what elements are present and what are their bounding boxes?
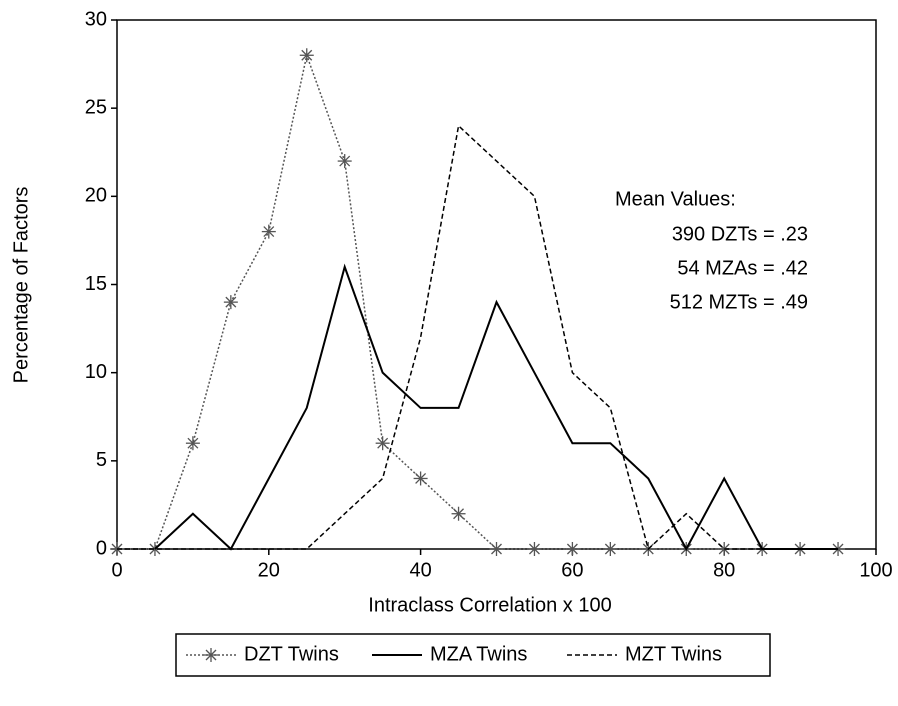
point-marker (451, 506, 466, 521)
point-marker (261, 224, 276, 239)
legend-box (175, 633, 771, 677)
marker-stroke (604, 543, 616, 555)
y-tick-label: 25 (85, 96, 107, 118)
point-marker (185, 436, 200, 451)
y-axis-label: Percentage of Factors (10, 187, 32, 384)
plot-frame (116, 19, 877, 550)
annotation: 54 MZAs = .42 (677, 257, 808, 279)
marker-stroke (718, 543, 730, 555)
x-tick-label: 80 (713, 559, 735, 581)
marker-stroke (225, 296, 237, 308)
point-marker (489, 542, 504, 556)
legend-marker (204, 648, 218, 662)
legend-label: MZA Twins (430, 643, 527, 665)
x-tick-label: 20 (258, 559, 280, 581)
annotation: 390 DZTs = .23 (672, 223, 808, 245)
point-marker (565, 542, 580, 556)
marker-stroke (187, 437, 199, 449)
point-marker (413, 471, 428, 486)
marker-stroke (415, 473, 427, 484)
annotation: 512 MZTs = .49 (670, 291, 808, 313)
legend-label: MZT Twins (625, 643, 722, 665)
point-marker (337, 154, 352, 169)
y-tick-label: 10 (85, 361, 107, 383)
series-line (154, 263, 839, 552)
marker-stroke (301, 49, 313, 61)
series-line (117, 52, 839, 550)
marker-stroke (491, 543, 502, 555)
y-tick-label: 0 (96, 537, 107, 559)
y-tick-label: 15 (85, 273, 107, 295)
point-marker (527, 542, 542, 556)
marker-stroke (205, 649, 217, 661)
annotation: Mean Values: (615, 188, 736, 210)
point-marker (223, 295, 238, 310)
x-tick-label: 60 (561, 559, 583, 581)
y-tick-label: 30 (85, 8, 107, 30)
x-tick-label: 100 (859, 559, 892, 581)
x-axis-label: Intraclass Correlation x 100 (368, 594, 611, 616)
x-tick-label: 0 (111, 559, 122, 581)
y-tick-label: 20 (85, 185, 107, 207)
x-tick-label: 40 (409, 559, 431, 581)
marker-stroke (528, 543, 540, 555)
point-marker (299, 48, 314, 63)
series-line (117, 124, 839, 551)
marker-stroke (566, 543, 578, 555)
legend-label: DZT Twins (244, 643, 339, 665)
y-tick-label: 5 (96, 449, 107, 471)
point-marker (603, 542, 618, 556)
marker-stroke (453, 508, 465, 520)
marker-stroke (377, 437, 389, 449)
marker-stroke (339, 155, 351, 167)
point-marker (375, 436, 390, 451)
marker-stroke (263, 226, 275, 238)
